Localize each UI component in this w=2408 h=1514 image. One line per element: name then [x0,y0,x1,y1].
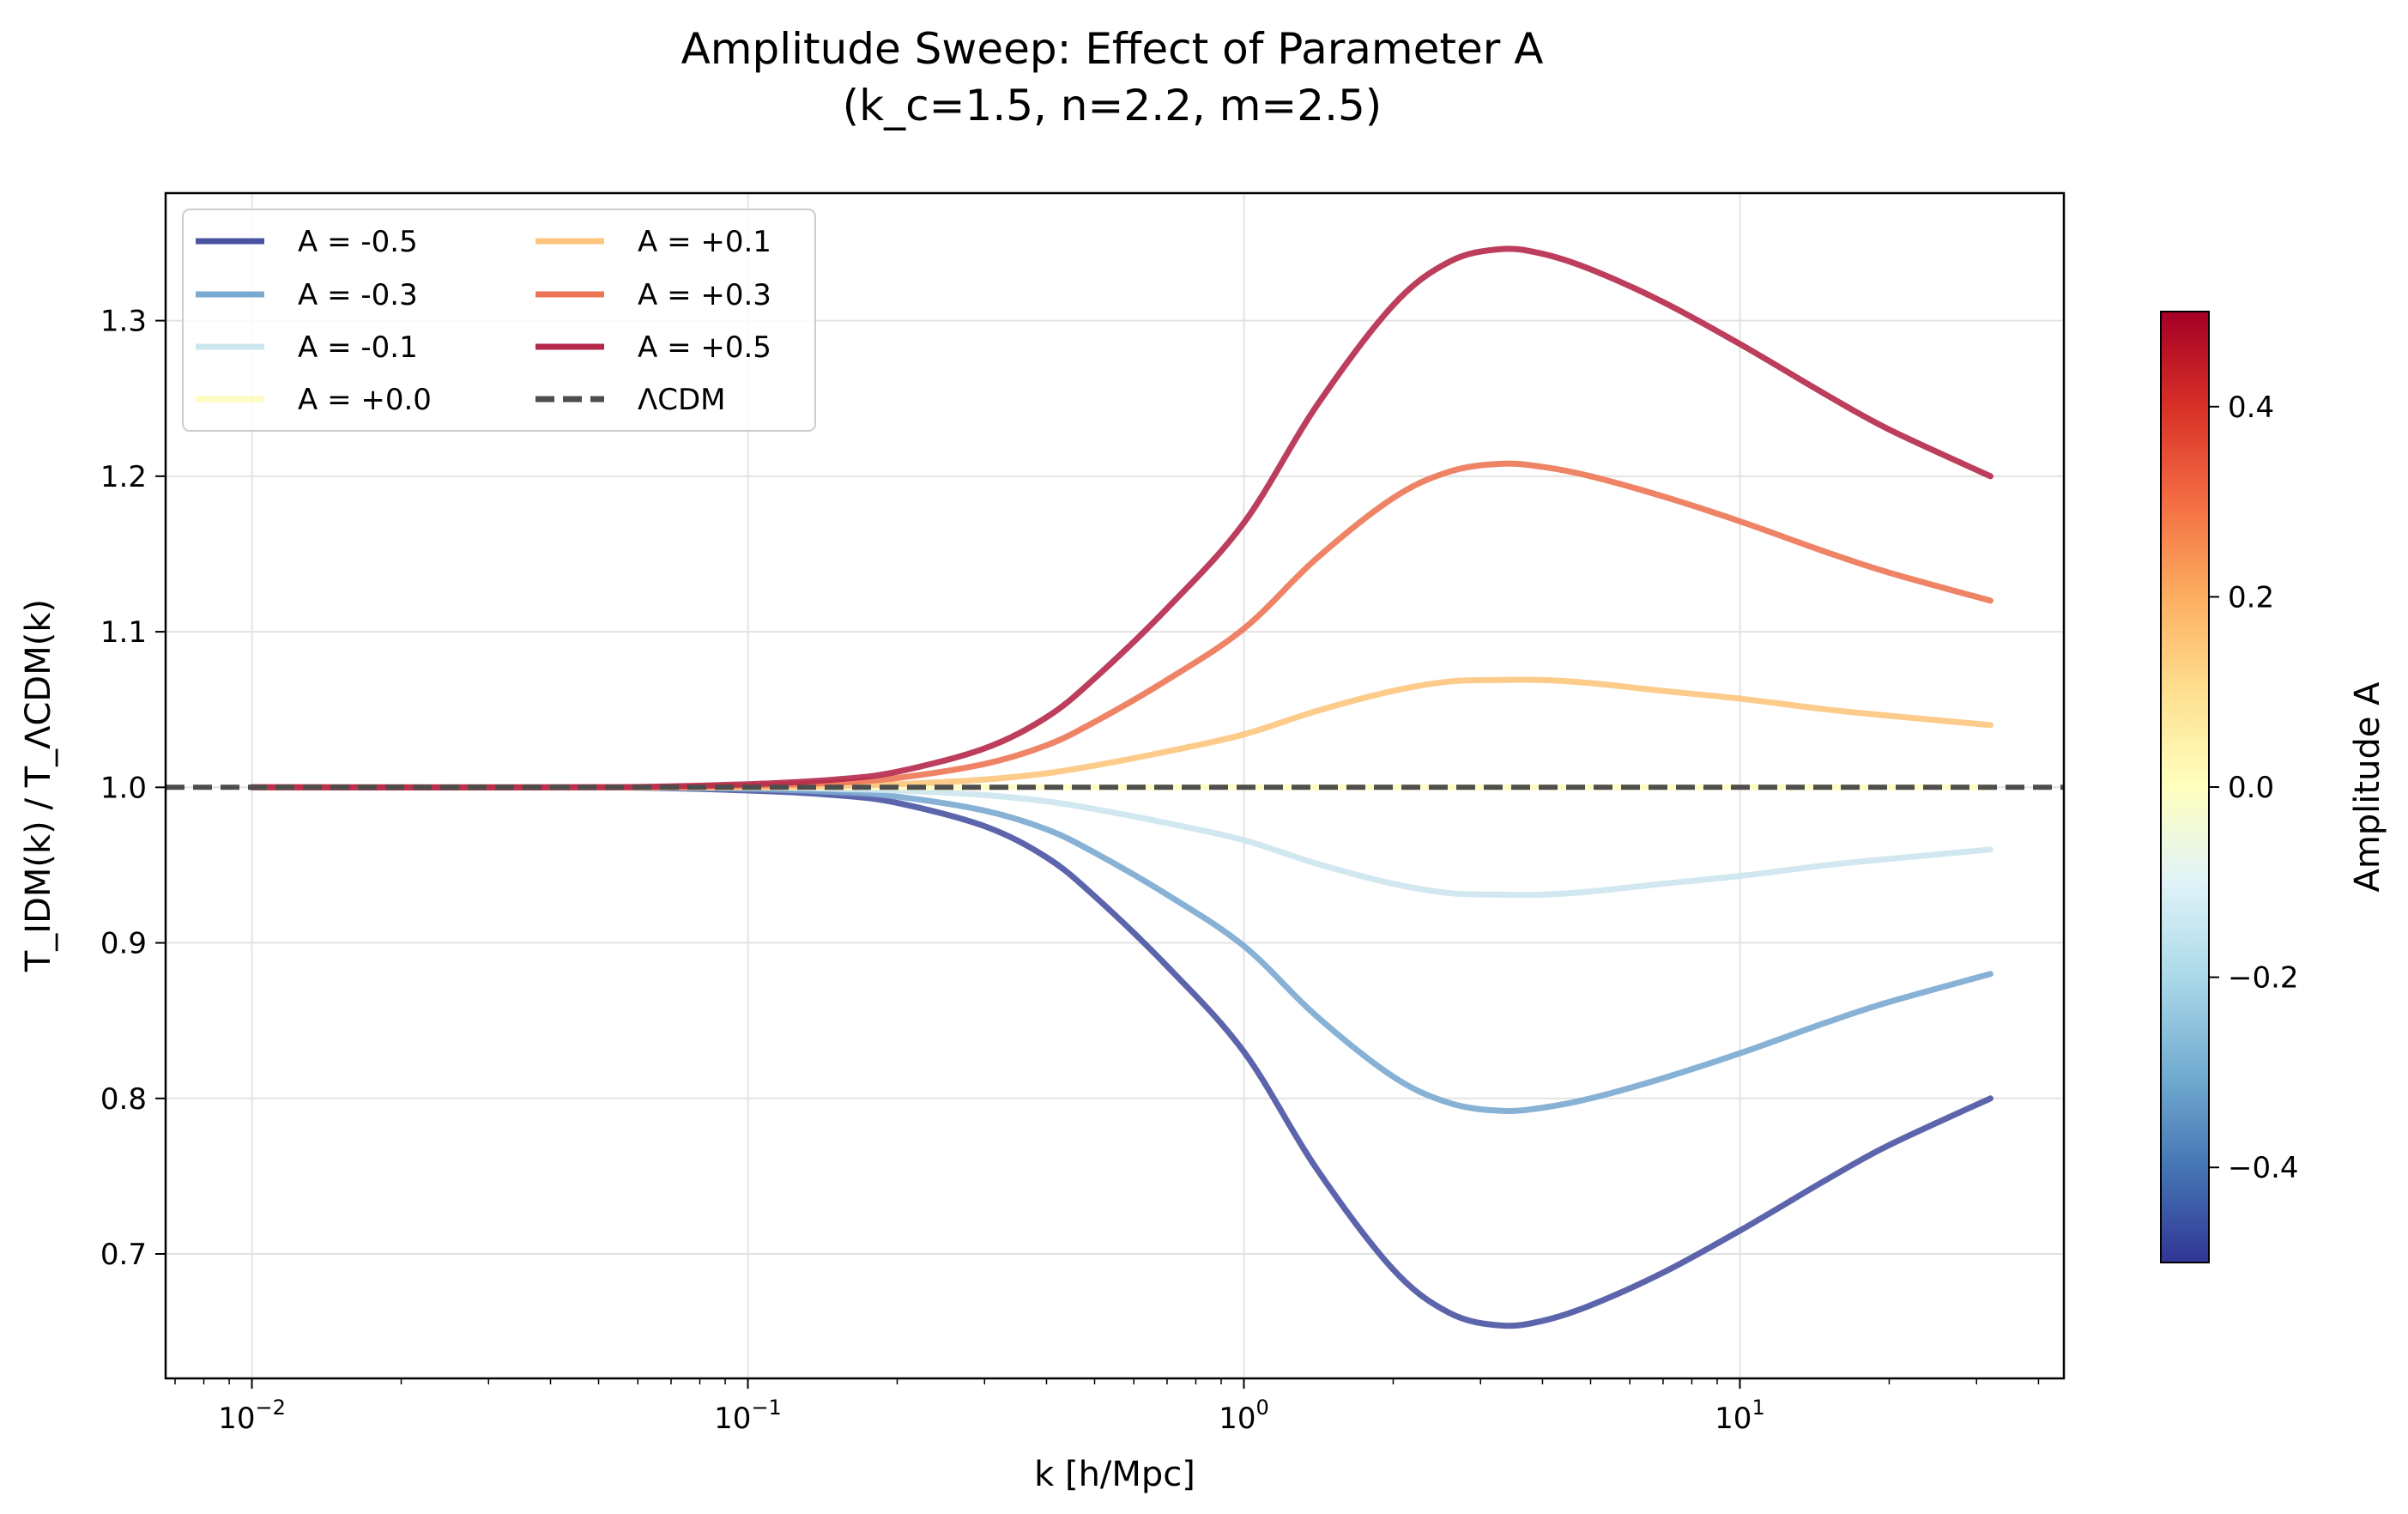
series-line-neg03 [249,784,1994,1114]
x-tick-label-base: 10 [714,1402,751,1436]
colorbar-tick-label: 0.4 [2228,391,2274,425]
y-tick-label: 1.1 [100,615,147,650]
series-line-pos05 [249,245,1994,791]
x-tick-label-exponent: 0 [1255,1396,1268,1420]
y-ticks: 0.7 0.8 0.9 1.0 1.1 1.2 1.3 [100,305,166,1272]
x-axis-label: k [h/Mpc] [1034,1455,1195,1494]
colorbar-tick-label: −0.2 [2228,961,2299,996]
plot-frame [164,191,2066,1380]
x-tick-label: 101 [1715,1396,1765,1436]
series-line-neg01 [249,784,1994,899]
y-tick-label: 1.2 [100,460,147,494]
y-tick-label: 0.9 [100,927,147,961]
legend-label: A = +0.1 [638,225,771,259]
colorbar: −0.4 −0.2 0.0 0.2 0.4 Amplitude A [2160,311,2387,1263]
colorbar-ticks: −0.4 −0.2 0.0 0.2 0.4 [2209,391,2299,1185]
legend-label: A = -0.1 [298,330,418,365]
x-tick-label-base: 10 [1219,1402,1255,1436]
colorbar-tick-label: 0.0 [2228,771,2274,805]
series-layer [166,245,2064,1329]
x-tick-label-base: 10 [218,1402,255,1436]
x-tick-label-exponent: −2 [255,1396,285,1420]
colorbar-label: Amplitude A [2348,681,2387,893]
legend-label: A = -0.5 [298,225,418,259]
x-tick-label: 100 [1219,1396,1269,1436]
legend-label: A = +0.0 [298,383,432,417]
legend-label: A = -0.3 [298,278,418,312]
legend-label: A = +0.5 [638,330,771,365]
x-tick-label: 10−2 [218,1396,286,1436]
legend-box [182,209,816,432]
legend-label: A = +0.3 [638,278,771,312]
y-tick-label: 0.8 [100,1082,147,1117]
y-tick-label: 0.7 [100,1238,147,1272]
y-axis-label: T_IDM(k) / T_ΛCDM(k) [19,599,58,972]
legend: A = -0.5 A = -0.3 A = -0.1 A = +0.0 A = +0.1… [182,209,816,432]
y-tick-label: 1.3 [100,305,147,339]
series-line-pos01 [249,676,1994,790]
chart-title: Amplitude Sweep: Effect of Parameter A [681,24,1544,74]
y-tick-label: 1.0 [100,771,147,805]
x-tick-label-exponent: −1 [751,1396,781,1420]
x-tick-label: 10−1 [714,1396,782,1436]
x-tick-label-base: 10 [1715,1402,1752,1436]
colorbar-tick-label: −0.4 [2228,1151,2299,1185]
x-tick-label-exponent: 1 [1752,1396,1764,1420]
series-line-pos03 [249,460,1994,790]
chart-subtitle: (k_c=1.5, n=2.2, m=2.5) [843,81,1382,130]
colorbar-gradient [2160,311,2210,1263]
x-ticks: 10−2 10−1 100 101 [174,1378,2040,1436]
colorbar-tick-label: 0.2 [2228,580,2274,615]
legend-label: ΛCDM [638,383,726,417]
